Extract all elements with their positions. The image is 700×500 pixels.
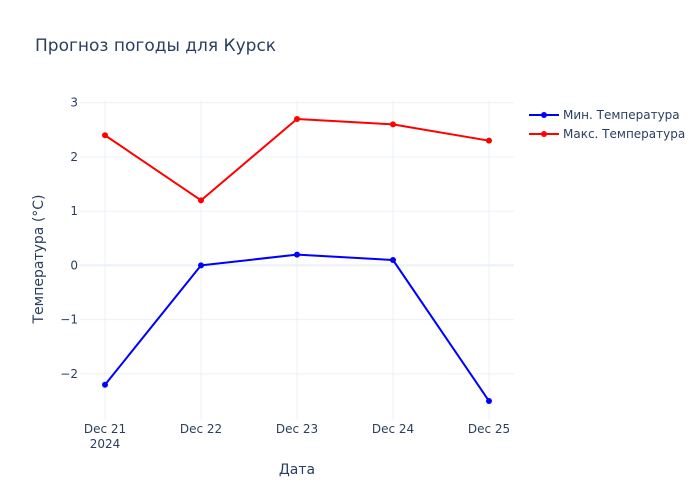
legend[interactable]: Мин. Температура Макс. Температура <box>529 108 685 141</box>
data-point <box>102 132 108 139</box>
data-point <box>390 257 396 263</box>
data-point <box>198 197 204 204</box>
legend-label: Мин. Температура <box>563 108 680 122</box>
y-axis-ticks: 3 2 1 0 −1 −2 <box>60 96 78 381</box>
legend-label: Макс. Температура <box>563 127 685 141</box>
y-tick-label: 2 <box>70 150 78 164</box>
data-point <box>198 262 204 269</box>
legend-item[interactable]: Мин. Температура <box>529 108 680 122</box>
data-point <box>102 381 108 388</box>
y-tick-label: −2 <box>60 367 78 381</box>
y-tick-label: 0 <box>70 258 78 272</box>
y-axis-title: Температура (°C) <box>31 194 47 324</box>
data-point <box>486 137 492 144</box>
y-tick-label: 1 <box>70 204 78 218</box>
x-tick-label: Dec 22 <box>180 422 222 436</box>
legend-marker-icon <box>541 131 547 137</box>
legend-marker-icon <box>541 112 547 118</box>
x-tick-label-year: 2024 <box>90 437 121 451</box>
legend-item[interactable]: Макс. Температура <box>529 127 685 141</box>
y-tick-label: 3 <box>70 96 78 110</box>
x-axis-title: Дата <box>279 462 315 478</box>
x-tick-label: Dec 23 <box>276 422 318 436</box>
x-tick-label: Dec 25 <box>468 422 510 436</box>
data-point <box>294 115 300 122</box>
plot-series <box>102 115 492 405</box>
data-point <box>486 398 492 405</box>
x-tick-label: Dec 21 <box>84 422 126 436</box>
data-point <box>390 121 396 128</box>
data-point <box>294 251 300 258</box>
x-tick-label: Dec 24 <box>372 422 414 436</box>
y-tick-label: −1 <box>60 313 78 327</box>
grid <box>80 100 514 420</box>
chart-title: Прогноз погоды для Курск <box>35 36 276 56</box>
